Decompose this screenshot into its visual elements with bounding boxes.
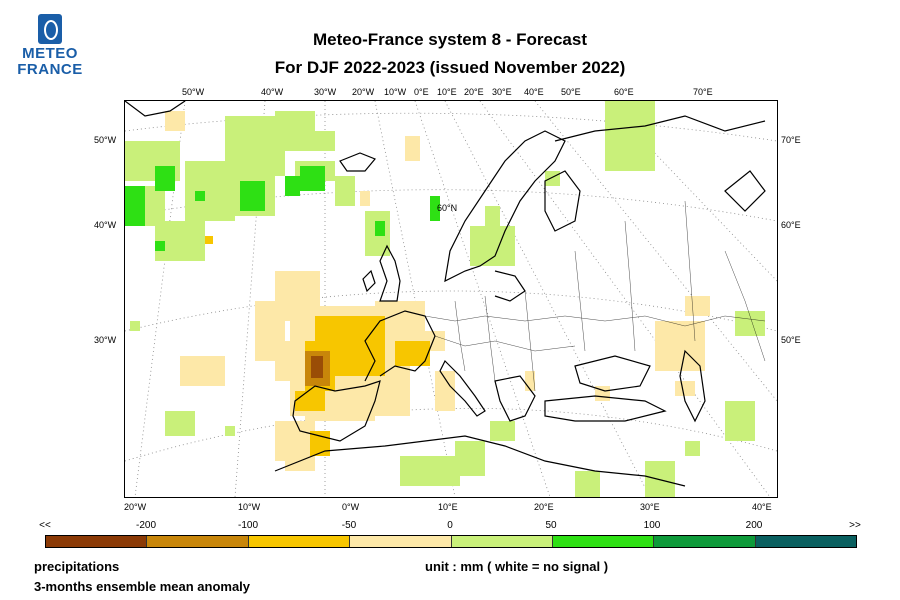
- right-lat-label: 70°E: [781, 135, 801, 145]
- unit-label: unit : mm ( white = no signal ): [425, 559, 609, 574]
- lat-60n-label: 60°N: [437, 203, 457, 213]
- top-lon-label: 0°E: [414, 87, 429, 97]
- logo-icon: [38, 14, 62, 44]
- colorbar: [45, 535, 857, 548]
- top-lon-label: 40°W: [261, 87, 284, 97]
- bottom-lon-label: 10°E: [438, 502, 458, 512]
- top-lon-label: 20°W: [352, 87, 375, 97]
- graticule: [125, 101, 777, 497]
- colorbar-tick-label: 200: [745, 520, 763, 531]
- colorbar-end-right: >>: [849, 520, 861, 531]
- dry-extreme-anomaly-cells: [311, 356, 323, 378]
- coastlines: [125, 101, 766, 487]
- top-lon-label: 20°E: [464, 87, 484, 97]
- colorbar-segment: [755, 536, 856, 547]
- top-lon-label: 60°E: [614, 87, 634, 97]
- map-canvas: 60°N: [125, 101, 777, 497]
- colorbar-end-left: <<: [39, 520, 51, 531]
- colorbar-tick-label: 0: [447, 520, 453, 531]
- map-subtitle: For DJF 2022-2023 (issued November 2022): [274, 58, 626, 77]
- left-lat-label: 30°W: [94, 335, 117, 345]
- map-title: Meteo-France system 8 - Forecast: [313, 30, 587, 49]
- left-lat-label: 50°W: [94, 135, 117, 145]
- colorbar-tick-label: 100: [643, 520, 661, 531]
- right-lat-label: 60°E: [781, 220, 801, 230]
- top-lon-label: 40°E: [524, 87, 544, 97]
- top-lon-label: 10°E: [437, 87, 457, 97]
- bottom-lon-label: 30°E: [640, 502, 660, 512]
- colorbar-segment: [552, 536, 655, 547]
- top-lon-label: 10°W: [384, 87, 407, 97]
- colorbar-segment: [46, 536, 148, 547]
- country-borders: [424, 200, 766, 392]
- top-lon-label: 30°E: [492, 87, 512, 97]
- top-lon-label: 30°W: [314, 87, 337, 97]
- wet-weak-anomaly-cells: [125, 101, 765, 497]
- top-lon-label: 50°E: [561, 87, 581, 97]
- top-lon-label: 50°W: [182, 87, 205, 97]
- right-lat-label: 50°E: [781, 335, 801, 345]
- meteo-france-logo: METEO FRANCE: [14, 14, 86, 78]
- colorbar-segment: [147, 536, 249, 547]
- colorbar-segment: [248, 536, 351, 547]
- map-panel: 60°N: [124, 100, 778, 498]
- colorbar-tick-label: -200: [135, 520, 157, 531]
- logo-text-line1: METEO: [22, 45, 78, 62]
- bottom-lon-label: 20°E: [534, 502, 554, 512]
- colorbar-segment: [451, 536, 553, 547]
- colorbar-segment: [654, 536, 756, 547]
- bottom-lon-label: 40°E: [752, 502, 772, 512]
- bottom-lon-label: 0°W: [342, 502, 360, 512]
- colorbar-segment: [350, 536, 452, 547]
- description-label: 3-months ensemble mean anomaly: [34, 579, 251, 594]
- colorbar-tick-label: -50: [341, 520, 357, 531]
- left-lat-label: 40°W: [94, 220, 117, 230]
- variable-label: precipitations: [34, 559, 120, 574]
- bottom-lon-label: 10°W: [238, 502, 261, 512]
- logo-text-line2: FRANCE: [17, 61, 83, 78]
- colorbar-tick-label: -100: [237, 520, 259, 531]
- colorbar-tick-label: 50: [545, 520, 557, 531]
- bottom-lon-label: 20°W: [124, 502, 147, 512]
- wet-moderate-anomaly-cells: [125, 166, 440, 251]
- top-lon-label: 70°E: [693, 87, 713, 97]
- dry-moderate-anomaly-cells: [205, 236, 430, 456]
